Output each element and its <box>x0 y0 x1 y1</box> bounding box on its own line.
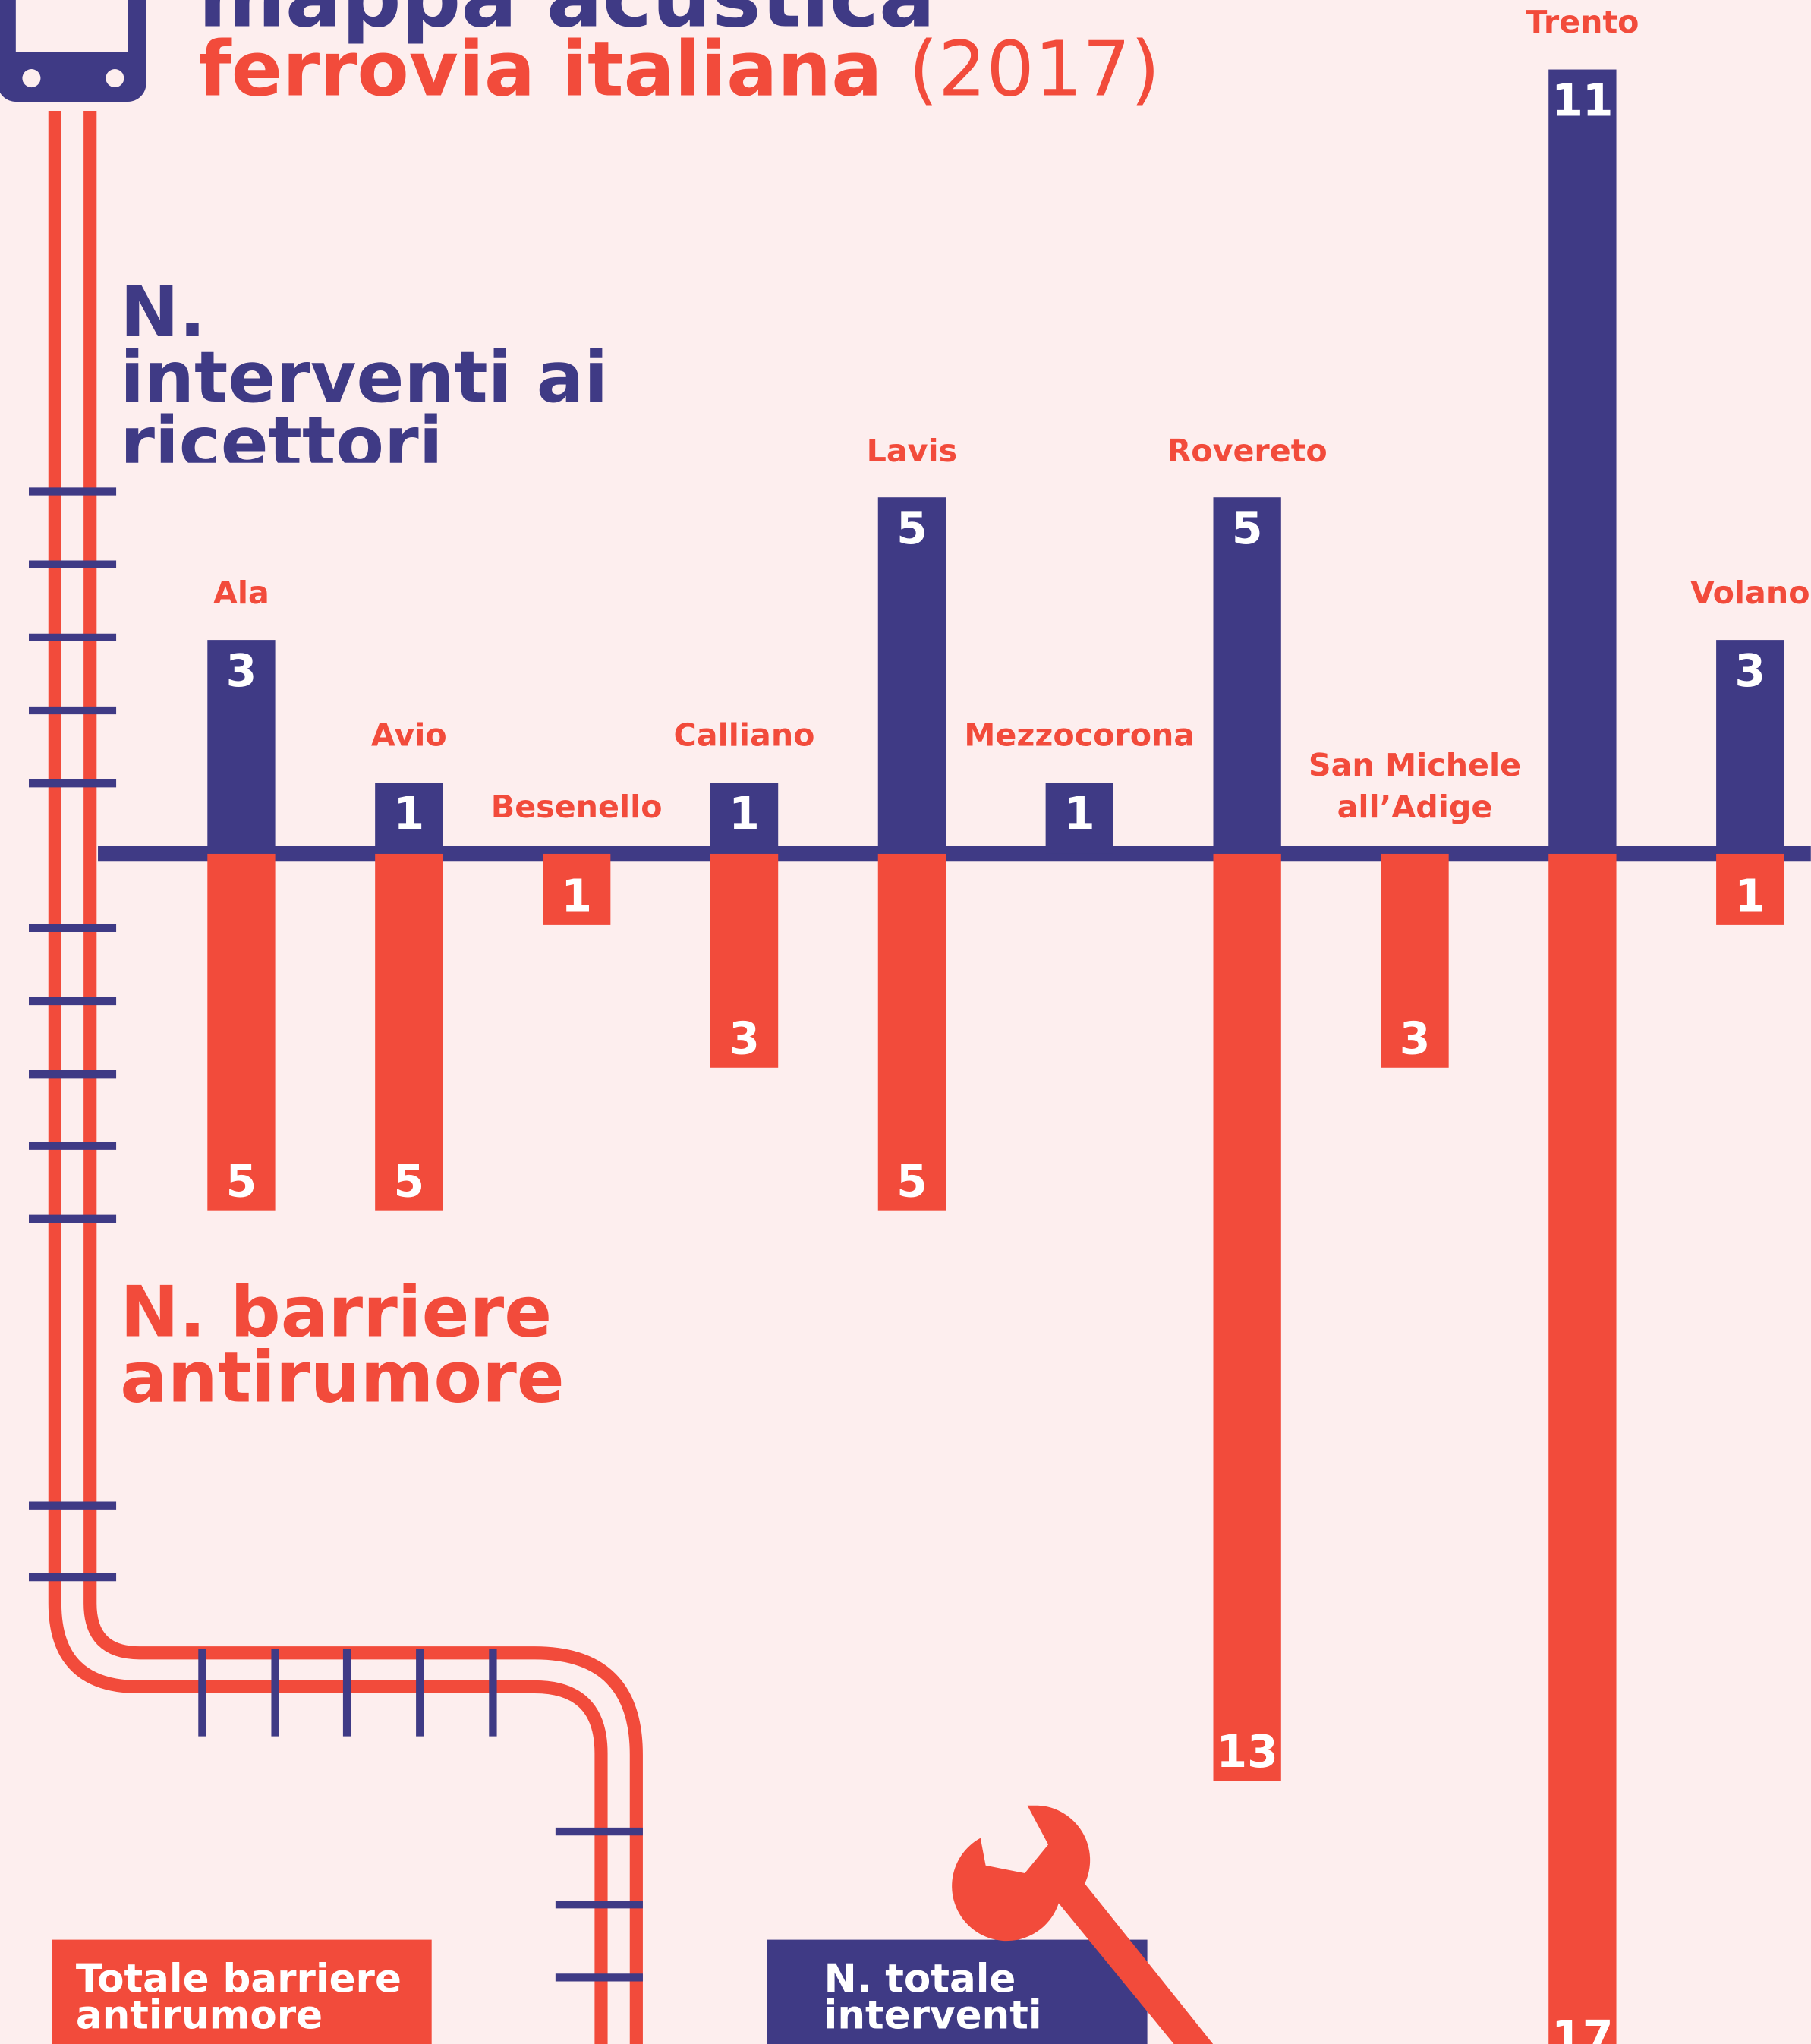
train-icon <box>0 0 146 102</box>
bar <box>1213 854 1280 1781</box>
value-label: 3 <box>729 1013 760 1065</box>
category-label: Volano <box>1627 496 1811 627</box>
category-label-box: Mezzocorona <box>956 639 1203 770</box>
total-label-box: N. totale interventi <box>824 1962 1137 2044</box>
category-label-box: Lavis <box>788 354 1035 484</box>
value-label: 3 <box>1400 1013 1431 1065</box>
category-label: Lavis <box>788 354 1035 484</box>
category-label-box: Calliano <box>620 639 868 770</box>
category-label: Ala <box>118 496 365 627</box>
value-label: 1 <box>1734 871 1765 922</box>
value-label: 3 <box>1734 645 1765 697</box>
value-label: 1 <box>394 788 425 839</box>
value-label: 5 <box>1232 502 1263 554</box>
total-label-box: Totale barriere antirumore <box>76 1962 428 2044</box>
value-label: 1 <box>561 871 592 922</box>
series-name-box: N. barriere antirumore <box>120 1280 570 1463</box>
period: (2017) <box>909 26 1160 113</box>
series-name: N. interventi ai ricettori <box>120 280 616 462</box>
series-name: N. barriere antirumore <box>120 1280 570 1411</box>
category-label-box: Volano <box>1627 496 1811 627</box>
category-label: Mezzocorona <box>956 639 1203 770</box>
value-label: 1 <box>729 788 760 839</box>
category-label-box: San Michele all’Adige <box>1291 710 1539 841</box>
value-label: 5 <box>896 1155 928 1207</box>
chart: mappa acustica ferrovia italiana (2017) … <box>0 0 1811 2044</box>
bar <box>1548 854 1616 2044</box>
value-label: 5 <box>896 502 928 554</box>
category-label-box: Rovereto <box>1123 354 1371 484</box>
category-label: Trento <box>1459 0 1706 56</box>
chart-subtitle: ferrovia italiana (2017) <box>198 26 1160 113</box>
value-label: 5 <box>394 1155 425 1207</box>
subtitle: ferrovia italiana <box>198 26 882 113</box>
total-label: N. totale interventi <box>824 1962 1137 2035</box>
category-label: Rovereto <box>1123 354 1371 484</box>
category-label-box: Trento <box>1459 0 1706 56</box>
value-label: 11 <box>1551 74 1613 126</box>
series-name-box: N. interventi ai ricettori <box>120 280 616 462</box>
category-label: San Michele all’Adige <box>1291 710 1539 841</box>
page: {"chart_data": {"type": "bar", "title": … <box>0 0 1811 2044</box>
total-label: Totale barriere antirumore <box>76 1962 428 2035</box>
value-label: 3 <box>226 645 257 697</box>
bar <box>1548 70 1616 854</box>
value-label: 13 <box>1217 1726 1278 1778</box>
value-label: 17 <box>1551 2011 1613 2044</box>
value-label: 5 <box>226 1155 257 1207</box>
category-label-box: Ala <box>118 496 365 627</box>
category-label: Calliano <box>620 639 868 770</box>
value-label: 1 <box>1064 788 1095 839</box>
